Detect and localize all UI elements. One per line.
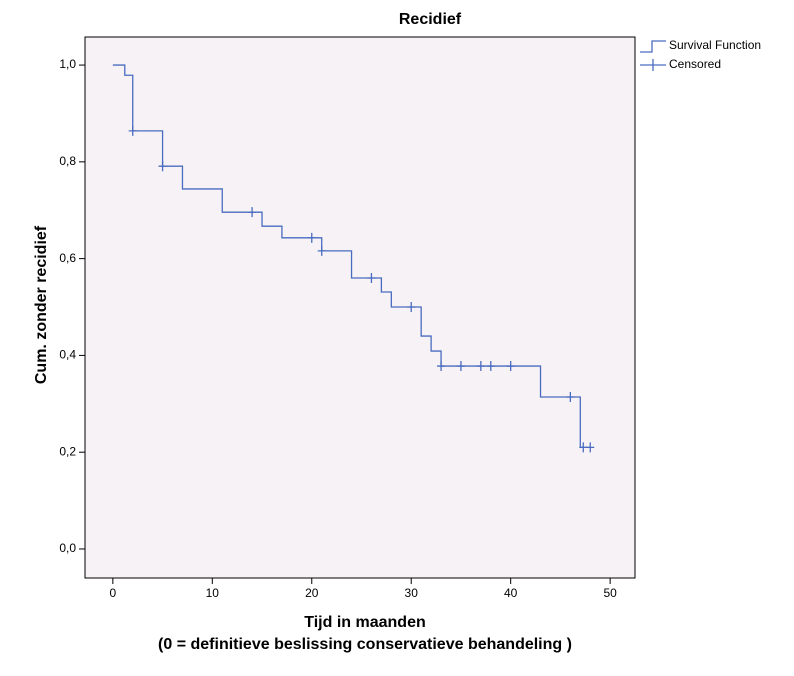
- legend-icon: [640, 40, 666, 53]
- censor-mark: [307, 232, 316, 243]
- censor-mark: [317, 245, 326, 256]
- y-tick-label: 0,6: [59, 251, 76, 265]
- y-tick-label: 0,0: [59, 541, 76, 555]
- legend-label: Censored: [669, 57, 721, 71]
- censor-mark: [476, 361, 485, 372]
- censor-mark: [456, 361, 465, 372]
- plot-area: [84, 36, 636, 579]
- x-tick-label: 10: [206, 586, 220, 600]
- censor-mark: [586, 442, 595, 453]
- x-tick-label: 40: [504, 586, 518, 600]
- x-tick-label: 20: [305, 586, 319, 600]
- censor-mark: [248, 207, 257, 218]
- censor-mark: [407, 302, 416, 313]
- y-tick-label: 0,8: [59, 154, 76, 168]
- censor-mark: [128, 125, 137, 136]
- censor-mark: [486, 361, 495, 372]
- y-axis-label: Cum. zonder recidief: [33, 225, 50, 384]
- x-axis-label: (0 = definitieve beslissing conservatiev…: [158, 636, 572, 653]
- censor-mark: [367, 272, 376, 283]
- legend-icon: [640, 59, 666, 71]
- x-tick-label: 30: [405, 586, 419, 600]
- censor-mark: [506, 361, 515, 372]
- y-tick-label: 0,2: [59, 444, 76, 458]
- censor-mark: [437, 361, 446, 372]
- y-tick-label: 1,0: [59, 57, 76, 71]
- censor-mark: [579, 442, 588, 453]
- censor-mark: [158, 161, 167, 172]
- x-tick-label: 0: [110, 586, 117, 600]
- x-tick-label: 50: [603, 586, 617, 600]
- chart-title: Recidief: [399, 11, 462, 28]
- survival-line: [112, 64, 591, 448]
- censor-mark: [566, 392, 575, 403]
- y-tick-label: 0,4: [59, 348, 76, 362]
- x-axis-label: Tijd in maanden: [304, 614, 426, 631]
- legend-label: Survival Function: [669, 38, 761, 52]
